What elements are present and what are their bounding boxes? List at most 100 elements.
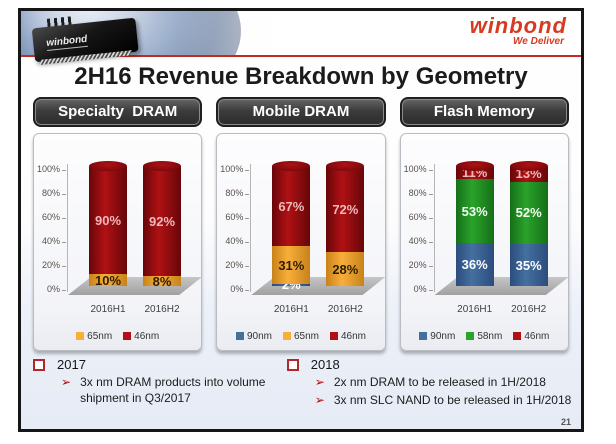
bar-segment-65nm: 31%: [272, 246, 311, 284]
y-axis-tick-label: 0%: [413, 284, 427, 294]
x-category-label: 2016H1: [90, 304, 126, 315]
bar-segment-value: 28%: [332, 261, 359, 277]
x-category-label: 2016H2: [144, 304, 180, 315]
legend-item: 65nm: [282, 331, 319, 342]
y-axis-tick-mark: [62, 266, 66, 267]
footnote-item-text: 3x nm DRAM products into volume shipment…: [80, 375, 266, 405]
bar-segment-value: 36%: [461, 256, 488, 272]
legend-label: 46nm: [524, 330, 550, 342]
legend-label: 46nm: [134, 330, 160, 342]
y-axis-tick-label: 60%: [408, 212, 427, 222]
bar-top-cap: [509, 161, 548, 171]
y-axis-tick-label: 80%: [408, 188, 427, 198]
bar-segment-46nm: 92%: [143, 166, 181, 277]
section-header: Mobile DRAM: [216, 97, 386, 127]
bar-segment-value: 8%: [152, 273, 172, 289]
chart-plot: 0% 20% 40% 60% 80% 100% 10% 90% 2016H1 8% 92% 2016H…: [34, 138, 202, 328]
bar-segment-46nm: 67%: [272, 166, 311, 247]
chart-legend: 90nm 58nm 46nm: [401, 328, 568, 344]
x-category-label: 2016H2: [327, 304, 363, 315]
bar-top-cap: [272, 161, 311, 171]
bar-cylinder: 2% 31% 67%: [272, 146, 311, 293]
legend-item: 58nm: [466, 331, 502, 342]
y-axis-tick-label: 60%: [225, 212, 244, 222]
section-header: Flash Memory: [399, 97, 569, 127]
arrow-bullet-icon: ➢: [61, 375, 72, 389]
chart-panel: 0% 20% 40% 60% 80% 100% 2% 31% 67% 2016H1 28% 72% 20…: [216, 133, 386, 351]
legend-swatch-icon: [513, 332, 522, 340]
y-axis-line: [433, 164, 435, 292]
y-axis-tick-label: 20%: [408, 260, 427, 270]
y-axis-tick-mark: [428, 194, 433, 195]
charts-row: Specialty DRAM 0% 20% 40% 60% 80% 100% 10% 90% 20…: [21, 97, 581, 351]
slide: winbond winbond We Deliver 2H16 Revenue …: [18, 8, 584, 432]
bar-segment-46nm: 90%: [89, 166, 127, 274]
bar-cylinder: 8% 92%: [143, 146, 181, 289]
chart-column: Mobile DRAM 0% 20% 40% 60% 80% 100% 2% 31% 67% 201…: [216, 97, 386, 351]
y-axis-tick-mark: [245, 218, 250, 219]
bar-segment-value: 35%: [515, 257, 542, 273]
bar-cylinder: 36% 53% 11%: [455, 146, 494, 286]
page-number: 21: [560, 417, 571, 427]
legend-label: 46nm: [341, 330, 367, 342]
bar-segment-58nm: 52%: [509, 181, 548, 244]
bar-segment-value: 90%: [94, 212, 122, 228]
bar-top-cap: [455, 161, 494, 171]
bar-segment-65nm: 10%: [89, 273, 127, 288]
y-axis-tick-label: 0%: [46, 284, 60, 294]
y-axis-tick-mark: [62, 242, 66, 243]
y-axis-tick-mark: [428, 290, 433, 291]
y-axis-tick-label: 40%: [225, 236, 244, 246]
bar-top-cap: [89, 161, 127, 171]
footnote-item: ➢ 3x nm DRAM products into volume shipmen…: [33, 375, 287, 406]
bar-segment-value: 67%: [278, 198, 305, 214]
footnote-year: 2017: [57, 357, 86, 372]
legend-item: 46nm: [330, 331, 366, 342]
bar-segment-90nm: 35%: [509, 244, 548, 286]
legend-label: 65nm: [87, 330, 113, 342]
y-axis-tick-label: 40%: [41, 236, 60, 246]
y-axis-tick-label: 60%: [41, 212, 60, 222]
y-axis-tick-mark: [245, 242, 250, 243]
red-square-bullet-icon: [286, 358, 299, 371]
footnote-column: 2017 ➢ 3x nm DRAM products into volume shi…: [33, 357, 287, 410]
chart-plot: 0% 20% 40% 60% 80% 100% 36% 53% 11% 2016H1 35% 52% 1…: [401, 138, 569, 328]
bar-cylinder: 35% 52% 13%: [509, 146, 548, 286]
bar-segment-65nm: 28%: [326, 252, 365, 286]
legend-swatch-icon: [419, 332, 428, 340]
bar-segment-value: 2%: [281, 277, 301, 293]
x-category-label: 2016H1: [457, 304, 493, 315]
y-axis-tick-label: 100%: [220, 164, 244, 174]
header-divider-line: [21, 55, 581, 57]
winbond-logo: winbond We Deliver: [470, 14, 567, 48]
footnote-year: 2018: [310, 357, 340, 372]
y-axis-tick-label: 20%: [225, 260, 244, 270]
legend-item: 46nm: [123, 331, 159, 342]
legend-item: 46nm: [513, 331, 549, 342]
legend-label: 90nm: [246, 330, 272, 342]
y-axis-tick-mark: [245, 194, 250, 195]
chart-plot: 0% 20% 40% 60% 80% 100% 2% 31% 67% 2016H1 28% 72% 20…: [217, 138, 386, 328]
y-axis-tick-mark: [62, 290, 66, 291]
chart-column: Specialty DRAM 0% 20% 40% 60% 80% 100% 10% 90% 20…: [33, 97, 203, 351]
bar-cylinder: 10% 90%: [89, 146, 127, 288]
chart-panel: 0% 20% 40% 60% 80% 100% 36% 53% 11% 2016H1 35% 52% 1…: [399, 133, 569, 351]
y-axis-tick-mark: [428, 242, 433, 243]
y-axis-tick-label: 80%: [225, 188, 244, 198]
bar-segment-90nm: 2%: [272, 277, 311, 293]
y-axis-tick-mark: [428, 266, 433, 267]
winbond-tagline: We Deliver: [513, 36, 564, 47]
y-axis-line: [250, 164, 252, 292]
slide-title: 2H16 Revenue Breakdown by Geometry: [74, 63, 528, 90]
x-category-label: 2016H2: [511, 304, 547, 315]
bar-segment-90nm: 36%: [455, 242, 494, 286]
footnotes-section: 2017 ➢ 3x nm DRAM products into volume shi…: [21, 351, 581, 410]
legend-swatch-icon: [330, 332, 338, 340]
chart-legend: 65nm 46nm: [34, 328, 201, 344]
red-square-bullet-icon: [33, 358, 45, 371]
section-header-label: Mobile DRAM: [252, 103, 350, 120]
bar-segment-value: 53%: [461, 203, 488, 219]
legend-label: 58nm: [477, 330, 503, 342]
bar-segment-58nm: 53%: [455, 179, 494, 243]
bar-segment-46nm: 72%: [326, 166, 365, 253]
